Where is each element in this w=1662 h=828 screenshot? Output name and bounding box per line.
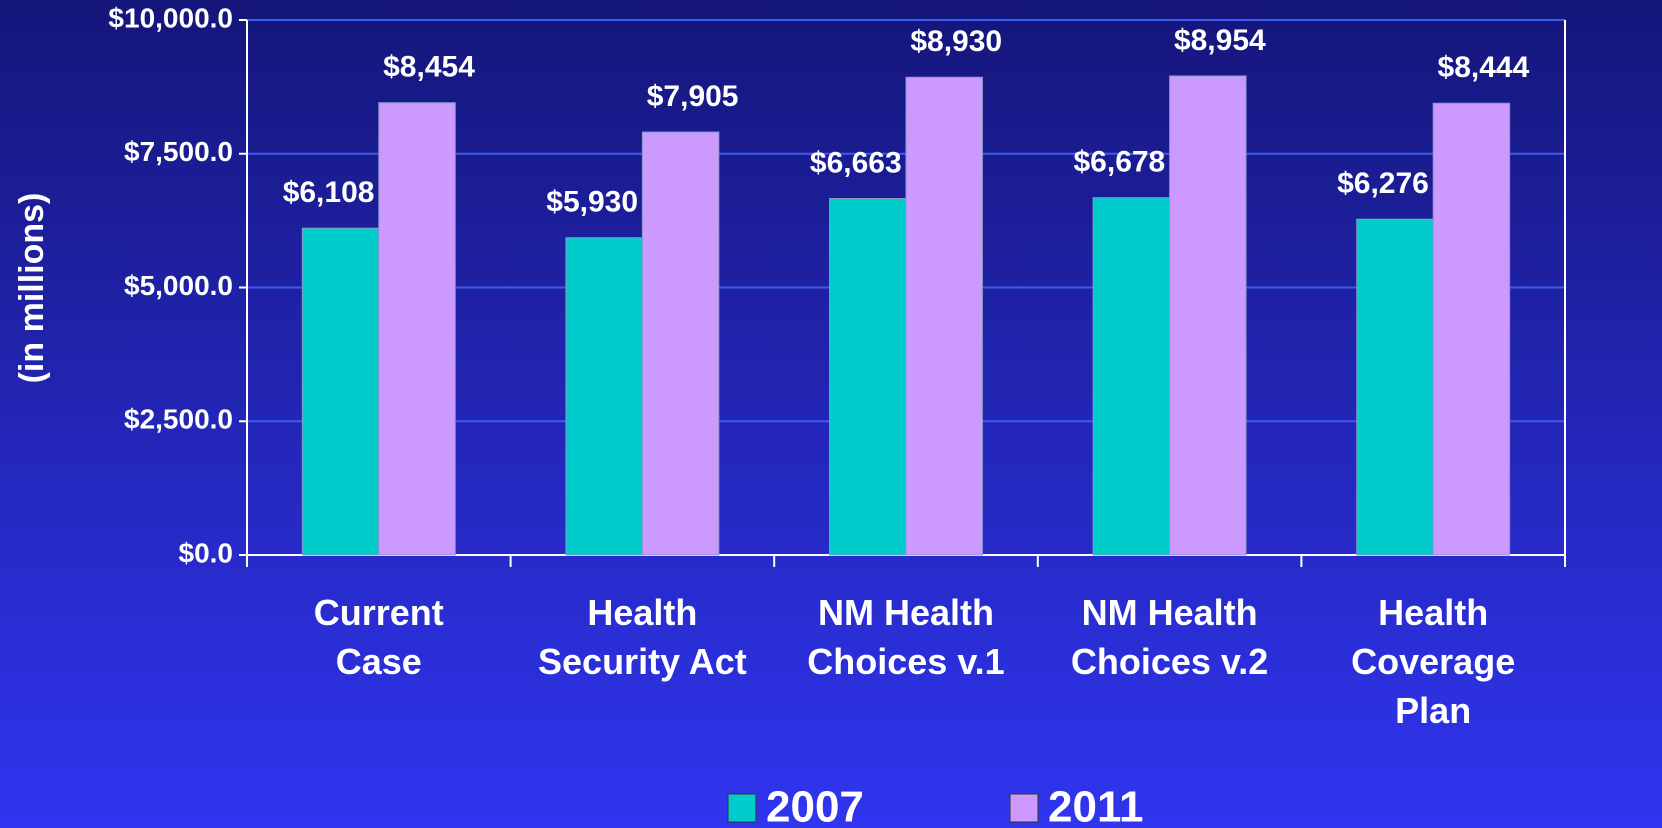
bar — [641, 131, 720, 556]
legend-swatch — [727, 793, 757, 823]
data-label: $6,678 — [1073, 146, 1165, 179]
x-tick-label: NM Health Choices v.1 — [807, 592, 1005, 682]
x-tick-label: Health Coverage Plan — [1351, 592, 1516, 731]
bar — [1169, 75, 1247, 556]
y-tick-label: $2,500.0 — [124, 404, 233, 435]
bar — [905, 76, 983, 556]
data-label: $8,930 — [910, 25, 1002, 58]
legend-swatch — [1009, 793, 1039, 823]
y-tick-label: $0.0 — [179, 537, 234, 568]
legend-label: 2007 — [766, 783, 864, 828]
data-label: $8,444 — [1438, 51, 1530, 84]
data-label: $8,454 — [383, 51, 475, 84]
y-tick-label: $5,000.0 — [124, 270, 233, 301]
x-tick-label: Current Case — [313, 592, 444, 682]
y-tick-label: $7,500.0 — [124, 136, 233, 167]
y-tick-label: $10,000.0 — [108, 2, 233, 33]
bar — [1432, 102, 1511, 556]
data-label: $8,954 — [1174, 24, 1266, 57]
data-label: $6,108 — [283, 176, 375, 209]
bar — [301, 227, 380, 556]
x-tick-label: NM Health Choices v.2 — [1070, 592, 1269, 682]
x-tick-label: Health Security Act — [538, 592, 747, 682]
data-label: $6,663 — [810, 146, 902, 179]
data-label: $6,276 — [1337, 167, 1429, 200]
bar — [829, 198, 907, 556]
data-label: $7,905 — [647, 80, 739, 113]
bar — [1092, 197, 1171, 556]
y-axis-label: (in millions) — [13, 193, 51, 384]
data-label: $5,930 — [546, 186, 638, 219]
bar — [378, 102, 456, 556]
legend-label: 2011 — [1048, 783, 1143, 828]
bar — [1356, 218, 1434, 556]
bar — [565, 237, 643, 556]
